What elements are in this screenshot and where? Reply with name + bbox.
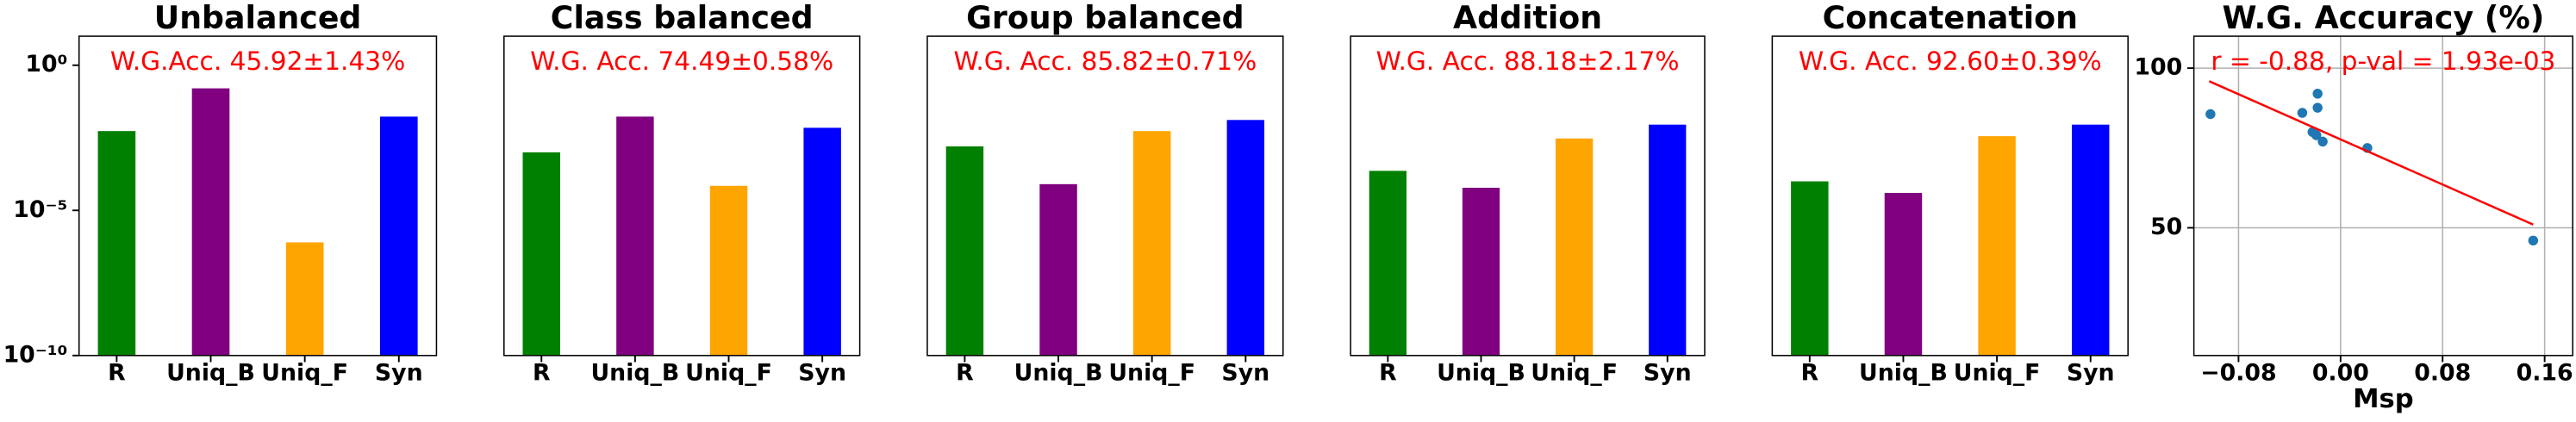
x-tick-label: Uniq_B xyxy=(1014,359,1103,386)
bar xyxy=(2071,124,2110,356)
x-tick-label: 0.08 xyxy=(2414,359,2471,386)
bar xyxy=(1039,183,1077,356)
panel-title: Unbalanced xyxy=(154,0,362,36)
axes-frame xyxy=(1350,35,1706,357)
point xyxy=(2311,130,2322,140)
bar xyxy=(1978,136,2016,356)
annotation: W.G. Acc. 92.60±0.39% xyxy=(1799,47,2102,76)
axes-frame xyxy=(2192,35,2573,357)
point xyxy=(2297,108,2308,118)
x-tick-label: Uniq_F xyxy=(1108,359,1195,386)
y-tick-label: 100 xyxy=(2134,54,2182,81)
bar xyxy=(709,185,748,356)
x-tick-label: Uniq_F xyxy=(1954,359,2041,386)
x-tick-label: R xyxy=(1379,359,1397,386)
axes-frame xyxy=(1771,35,2129,357)
bar xyxy=(616,116,654,356)
x-tick-label: Syn xyxy=(1644,359,1692,386)
panel-title: W.G. Accuracy (%) xyxy=(2222,0,2544,36)
x-tick-label: −0.08 xyxy=(2200,359,2276,386)
bar xyxy=(945,146,984,356)
axes-frame xyxy=(78,35,438,357)
panel-title: Concatenation xyxy=(1823,0,2078,36)
point xyxy=(2312,102,2323,113)
bar xyxy=(1226,120,1265,356)
y-tick-label: 10⁻⁵ xyxy=(13,196,67,223)
x-tick-label: Uniq_F xyxy=(261,359,348,386)
y-tick-label: 50 xyxy=(2150,214,2182,240)
x-tick-label: R xyxy=(956,359,974,386)
bar xyxy=(1884,192,1923,356)
annotation: W.G. Acc. 85.82±0.71% xyxy=(953,47,1257,76)
bar xyxy=(379,116,418,356)
x-tick-label: 0.16 xyxy=(2517,359,2573,386)
x-tick-label: Uniq_F xyxy=(1531,359,1618,386)
bar xyxy=(1556,138,1594,356)
bar xyxy=(97,131,136,356)
panel-title: Class balanced xyxy=(551,0,814,36)
x-tick-label: 0.00 xyxy=(2312,359,2369,386)
point xyxy=(2528,235,2539,246)
bar xyxy=(285,242,324,356)
axes-frame xyxy=(926,35,1284,357)
annotation: r = -0.88, p-val = 1.93e-03 xyxy=(2211,47,2555,76)
annotation: W.G. Acc. 88.18±2.17% xyxy=(1376,47,1680,76)
bar xyxy=(1369,171,1407,356)
x-tick-label: Syn xyxy=(2067,359,2115,386)
point xyxy=(2317,136,2328,147)
bar xyxy=(1649,124,1687,356)
axes-frame xyxy=(503,35,861,357)
bar xyxy=(1791,181,1829,356)
x-axis-label: Msp xyxy=(2353,384,2413,414)
y-tick-label: 10⁰ xyxy=(25,51,67,78)
x-tick-label: Uniq_B xyxy=(1437,359,1525,386)
x-tick-label: R xyxy=(533,359,551,386)
x-tick-label: Uniq_B xyxy=(1859,359,1948,386)
x-tick-label: Syn xyxy=(798,359,846,386)
panel-title: Addition xyxy=(1453,0,1602,36)
fit-line xyxy=(2208,80,2534,226)
bar xyxy=(1132,131,1171,356)
y-tick-label: 10⁻¹⁰ xyxy=(3,341,68,368)
bar xyxy=(522,152,560,356)
annotation: W.G. Acc. 74.49±0.58% xyxy=(530,47,833,76)
x-tick-label: R xyxy=(108,359,126,386)
bar xyxy=(803,127,841,356)
bar xyxy=(1462,188,1500,356)
x-tick-label: Uniq_B xyxy=(166,359,255,386)
x-tick-label: Uniq_F xyxy=(685,359,772,386)
point xyxy=(2205,109,2216,120)
x-tick-label: Syn xyxy=(375,359,423,386)
x-tick-label: Syn xyxy=(1221,359,1269,386)
point xyxy=(2312,89,2323,99)
x-tick-label: R xyxy=(1801,359,1819,386)
panel-title: Group balanced xyxy=(966,0,1244,36)
x-tick-label: Uniq_B xyxy=(590,359,679,386)
bar xyxy=(191,88,230,356)
annotation: W.G.Acc. 45.92±1.43% xyxy=(110,47,405,76)
